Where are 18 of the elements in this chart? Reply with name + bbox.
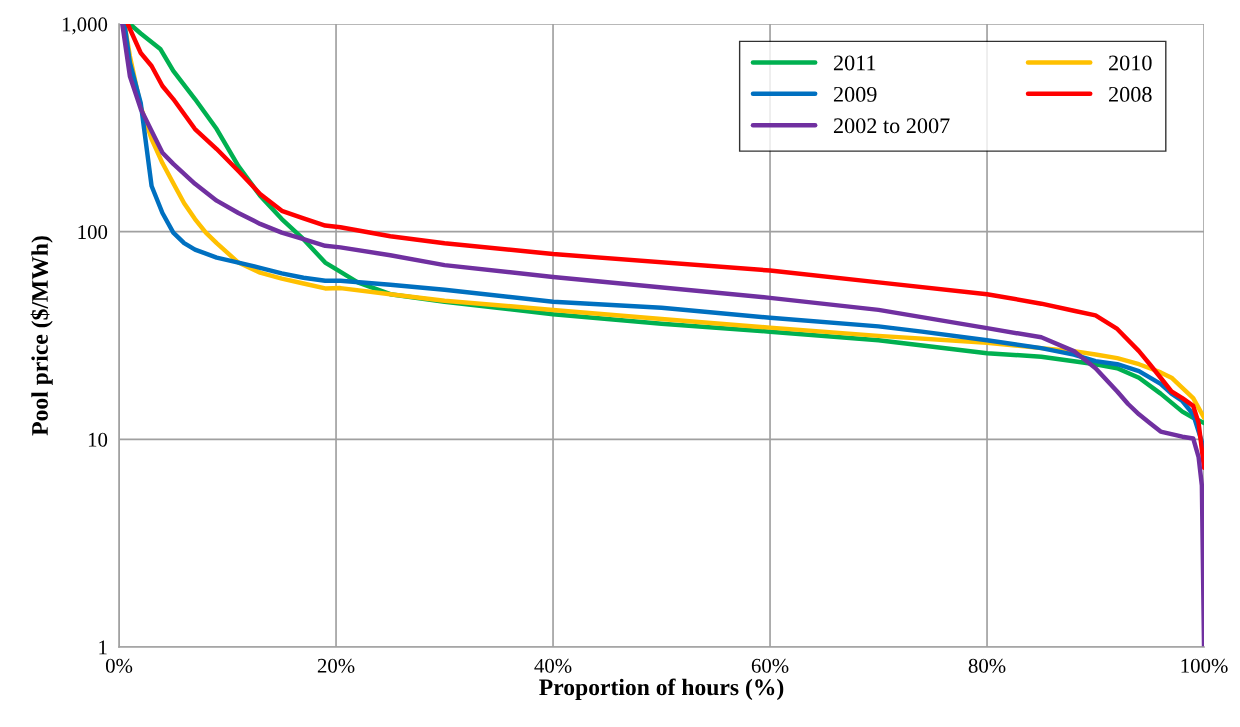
x-tick-label: 0%: [105, 658, 133, 673]
y-tick-label: 100: [78, 225, 108, 240]
y-tick-label: 1: [99, 640, 107, 655]
legend-label: 2011: [833, 55, 876, 71]
y-axis-title: Pool price ($/MWh): [30, 236, 53, 436]
y-tick-label: 1,000: [62, 17, 108, 35]
x-tick-label: 80%: [968, 658, 1006, 673]
y-tick-label: 10: [88, 432, 108, 447]
legend-label: 2010: [1109, 55, 1152, 71]
x-axis-title: Proportion of hours (%): [539, 678, 784, 701]
legend-label: 2008: [1109, 86, 1152, 102]
x-tick-label: 100%: [1181, 658, 1228, 673]
legend-label: 2002 to 2007: [833, 118, 950, 134]
x-tick-label: 20%: [317, 658, 355, 673]
x-tick-label: 40%: [534, 658, 572, 673]
legend-label: 2009: [833, 86, 877, 102]
x-tick-label: 60%: [751, 658, 789, 673]
line-series: [120, 23, 1205, 648]
